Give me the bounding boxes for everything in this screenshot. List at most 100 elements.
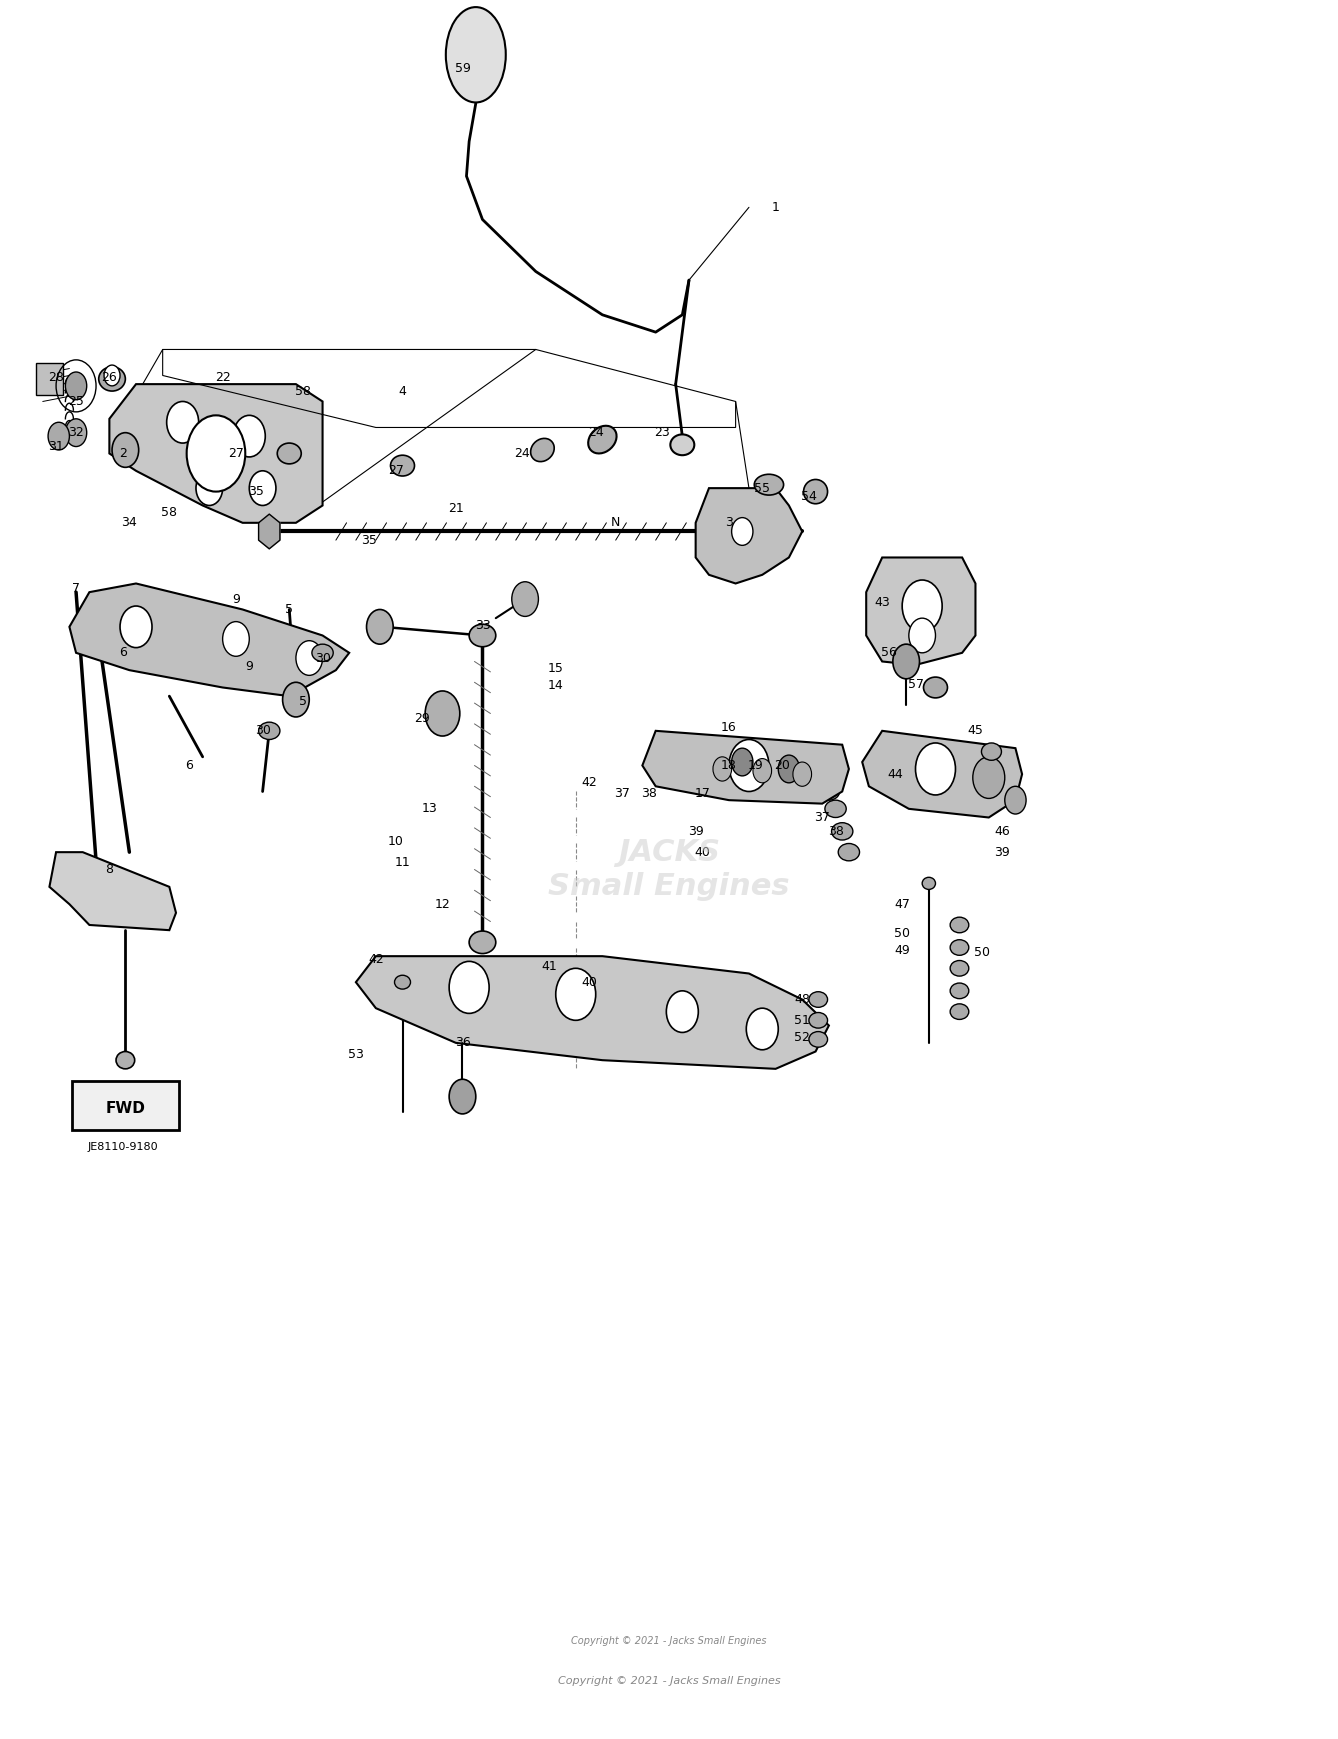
Ellipse shape	[950, 939, 969, 955]
Text: 36: 36	[455, 1036, 471, 1049]
Circle shape	[915, 743, 955, 795]
Ellipse shape	[950, 983, 969, 998]
Circle shape	[66, 372, 87, 400]
Text: 38: 38	[641, 786, 657, 800]
Text: 31: 31	[48, 440, 64, 454]
Text: 21: 21	[448, 503, 464, 515]
Circle shape	[666, 991, 698, 1033]
Ellipse shape	[950, 960, 969, 976]
Circle shape	[450, 962, 490, 1014]
Text: 3: 3	[725, 516, 733, 529]
Circle shape	[719, 501, 767, 563]
Text: 13: 13	[421, 802, 438, 816]
Text: 17: 17	[694, 786, 710, 800]
Text: FWD: FWD	[106, 1101, 146, 1116]
Text: 32: 32	[68, 426, 84, 440]
Text: 49: 49	[894, 944, 910, 958]
Circle shape	[282, 682, 309, 716]
Circle shape	[892, 643, 919, 678]
Circle shape	[104, 365, 120, 386]
Circle shape	[909, 617, 935, 652]
Text: 41: 41	[541, 960, 557, 974]
Ellipse shape	[391, 456, 415, 476]
Ellipse shape	[831, 823, 852, 840]
Text: 24: 24	[515, 447, 530, 461]
Text: 39: 39	[688, 824, 704, 838]
Text: 11: 11	[395, 856, 411, 870]
Ellipse shape	[755, 475, 784, 496]
Circle shape	[747, 1009, 779, 1050]
Circle shape	[233, 416, 265, 457]
Text: 42: 42	[368, 953, 384, 967]
Circle shape	[66, 419, 87, 447]
Ellipse shape	[922, 876, 935, 889]
Polygon shape	[696, 489, 803, 584]
Ellipse shape	[982, 743, 1001, 760]
Polygon shape	[258, 515, 280, 550]
Polygon shape	[70, 584, 349, 696]
Text: JE8110-9180: JE8110-9180	[87, 1143, 158, 1151]
Text: 24: 24	[587, 426, 603, 440]
Text: 26: 26	[102, 370, 118, 384]
Text: 29: 29	[415, 713, 431, 725]
Circle shape	[187, 416, 245, 492]
Text: 39: 39	[994, 845, 1010, 859]
Circle shape	[729, 739, 769, 791]
Text: 48: 48	[795, 993, 811, 1005]
Text: Copyright © 2021 - Jacks Small Engines: Copyright © 2021 - Jacks Small Engines	[571, 1636, 767, 1645]
Ellipse shape	[589, 426, 617, 454]
Polygon shape	[356, 956, 830, 1069]
Circle shape	[296, 640, 322, 675]
Circle shape	[793, 762, 812, 786]
Text: 47: 47	[894, 897, 910, 911]
Ellipse shape	[670, 435, 694, 456]
Text: 52: 52	[795, 1031, 811, 1043]
Circle shape	[450, 1080, 476, 1115]
Text: 2: 2	[119, 447, 127, 461]
Text: 55: 55	[755, 482, 771, 494]
Ellipse shape	[826, 800, 846, 817]
Circle shape	[973, 756, 1005, 798]
Text: 18: 18	[721, 758, 737, 772]
Text: 40: 40	[581, 976, 597, 989]
Ellipse shape	[809, 991, 828, 1007]
Text: 19: 19	[748, 758, 764, 772]
Text: 43: 43	[874, 596, 890, 609]
Ellipse shape	[531, 438, 554, 461]
Text: 6: 6	[186, 758, 193, 772]
Circle shape	[167, 402, 198, 443]
Text: 9: 9	[231, 593, 240, 605]
Text: 20: 20	[775, 758, 791, 772]
Text: 59: 59	[455, 63, 471, 75]
Circle shape	[729, 515, 756, 550]
Circle shape	[511, 583, 538, 616]
Text: 54: 54	[801, 490, 816, 503]
Text: 53: 53	[348, 1049, 364, 1061]
Circle shape	[713, 756, 732, 781]
Text: 33: 33	[475, 619, 490, 631]
Circle shape	[367, 609, 393, 643]
Ellipse shape	[809, 1031, 828, 1047]
Ellipse shape	[277, 443, 301, 464]
Circle shape	[112, 433, 139, 468]
Text: 25: 25	[68, 395, 84, 409]
Text: 34: 34	[122, 516, 138, 529]
Ellipse shape	[446, 7, 506, 103]
Text: 40: 40	[694, 845, 710, 859]
Text: 5: 5	[298, 696, 306, 708]
Circle shape	[195, 471, 222, 506]
Ellipse shape	[950, 916, 969, 932]
Circle shape	[1005, 786, 1026, 814]
Text: 44: 44	[887, 767, 903, 781]
Circle shape	[753, 758, 772, 783]
Text: 1: 1	[772, 200, 780, 214]
Polygon shape	[50, 852, 177, 930]
Ellipse shape	[395, 976, 411, 989]
Ellipse shape	[950, 1003, 969, 1019]
Circle shape	[779, 755, 800, 783]
Circle shape	[732, 748, 753, 776]
Circle shape	[732, 518, 753, 546]
Text: 23: 23	[654, 426, 670, 440]
Circle shape	[249, 471, 276, 506]
Ellipse shape	[809, 1012, 828, 1028]
